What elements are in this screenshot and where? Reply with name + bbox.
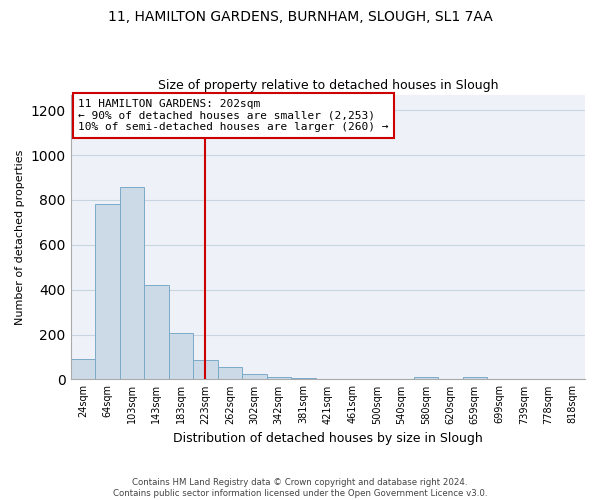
- Bar: [291, 378, 316, 380]
- Bar: [71, 359, 95, 380]
- Y-axis label: Number of detached properties: Number of detached properties: [15, 150, 25, 324]
- X-axis label: Distribution of detached houses by size in Slough: Distribution of detached houses by size …: [173, 432, 482, 445]
- Bar: [169, 334, 193, 380]
- Bar: [266, 377, 291, 380]
- Bar: [144, 285, 169, 380]
- Bar: [119, 186, 144, 380]
- Bar: [413, 377, 438, 380]
- Bar: [218, 367, 242, 380]
- Text: 11, HAMILTON GARDENS, BURNHAM, SLOUGH, SL1 7AA: 11, HAMILTON GARDENS, BURNHAM, SLOUGH, S…: [107, 10, 493, 24]
- Text: Contains HM Land Registry data © Crown copyright and database right 2024.
Contai: Contains HM Land Registry data © Crown c…: [113, 478, 487, 498]
- Text: 11 HAMILTON GARDENS: 202sqm
← 90% of detached houses are smaller (2,253)
10% of : 11 HAMILTON GARDENS: 202sqm ← 90% of det…: [78, 99, 389, 132]
- Bar: [463, 377, 487, 380]
- Bar: [95, 204, 119, 380]
- Bar: [193, 360, 218, 380]
- Bar: [242, 374, 266, 380]
- Title: Size of property relative to detached houses in Slough: Size of property relative to detached ho…: [158, 79, 498, 92]
